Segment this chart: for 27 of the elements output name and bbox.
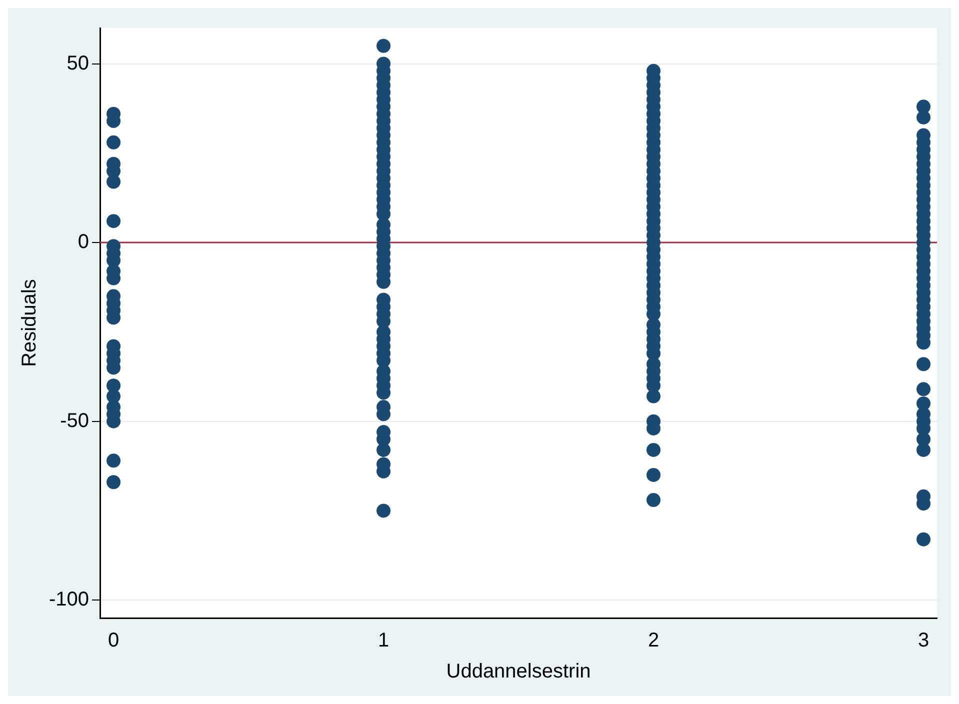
point [916, 357, 930, 372]
y-axis-title: Residuals [18, 279, 41, 367]
point [916, 532, 930, 546]
point [376, 442, 391, 457]
x-tick-label: 3 [918, 630, 930, 652]
point [106, 454, 121, 468]
point [916, 382, 930, 396]
x-tick-label: 2 [648, 630, 660, 652]
x-tick-label: 0 [108, 630, 120, 652]
point [376, 38, 391, 53]
y-tick-label: 0 [78, 231, 90, 254]
x-axis-title: Uddannelsestrin [446, 660, 591, 683]
x-tick-label: 1 [378, 630, 390, 652]
y-tick-label: -50 [60, 410, 90, 432]
point [106, 135, 121, 150]
point [646, 468, 661, 482]
point [646, 442, 661, 457]
point [106, 174, 121, 189]
y-tick-label: -100 [49, 588, 90, 611]
point [106, 475, 121, 490]
point [916, 442, 930, 457]
point [646, 389, 661, 404]
point [646, 493, 661, 507]
y-tick-label: 50 [66, 52, 90, 74]
point [106, 214, 121, 228]
point [916, 110, 930, 124]
point [376, 504, 391, 518]
